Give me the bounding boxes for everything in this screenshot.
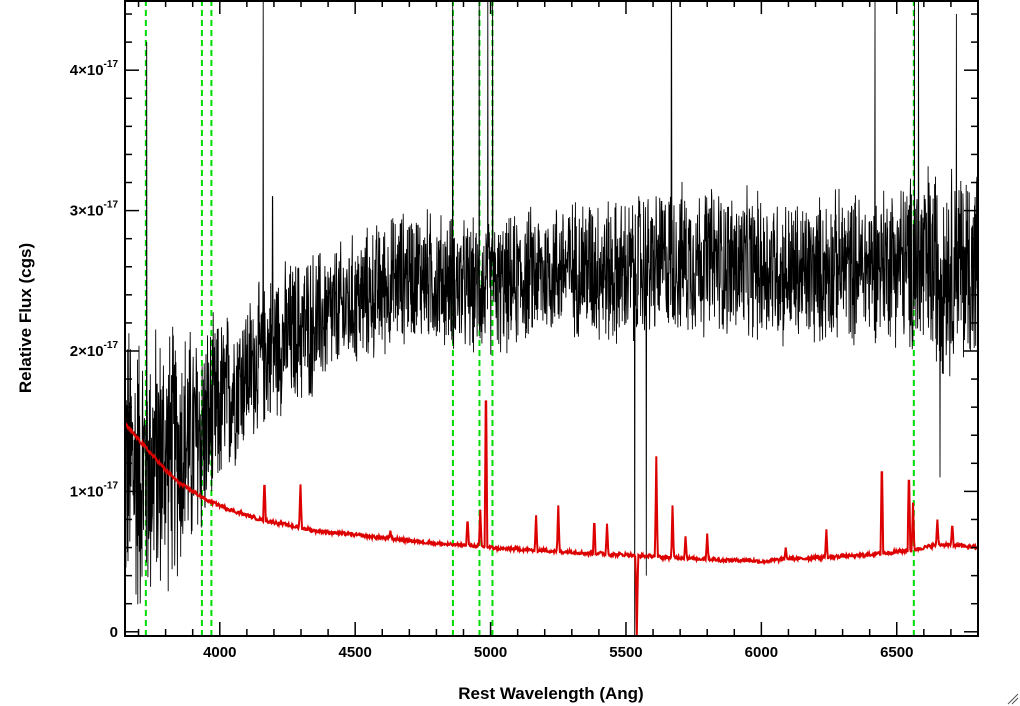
model-spectrum-layer xyxy=(125,400,978,636)
observed-spectrum-layer xyxy=(125,0,978,636)
plot-border xyxy=(124,0,979,637)
model-spectrum-line xyxy=(125,400,978,636)
x-tick-label-4: 6000 xyxy=(745,644,778,661)
axis-ticks xyxy=(125,0,979,636)
y-axis-title: Relative Flux (cgs) xyxy=(16,243,35,393)
x-tick-label-2: 5000 xyxy=(474,644,507,661)
y-tick-label-4: 4×10-17 xyxy=(70,59,119,79)
y-tick-label-0: 0 xyxy=(110,624,118,641)
y-tick-label-1: 1×10-17 xyxy=(70,480,119,500)
x-axis-title: Rest Wavelength (Ang) xyxy=(458,684,643,703)
x-tick-label-0: 4000 xyxy=(203,644,236,661)
tick-labels: 4000 4500 5000 5500 6000 6500 0 1×10-17 2×10-17 3… xyxy=(70,59,914,661)
y-tick-label-3: 3×10-17 xyxy=(70,200,119,220)
resize-grip-icon xyxy=(1007,693,1019,705)
y-tick-label-2: 2×10-17 xyxy=(70,340,119,360)
x-tick-label-3: 5500 xyxy=(609,644,642,661)
x-tick-label-5: 6500 xyxy=(880,644,913,661)
plot-frame xyxy=(124,0,979,637)
x-tick-label-1: 4500 xyxy=(338,644,371,661)
observed-spectrum-line xyxy=(125,0,978,636)
